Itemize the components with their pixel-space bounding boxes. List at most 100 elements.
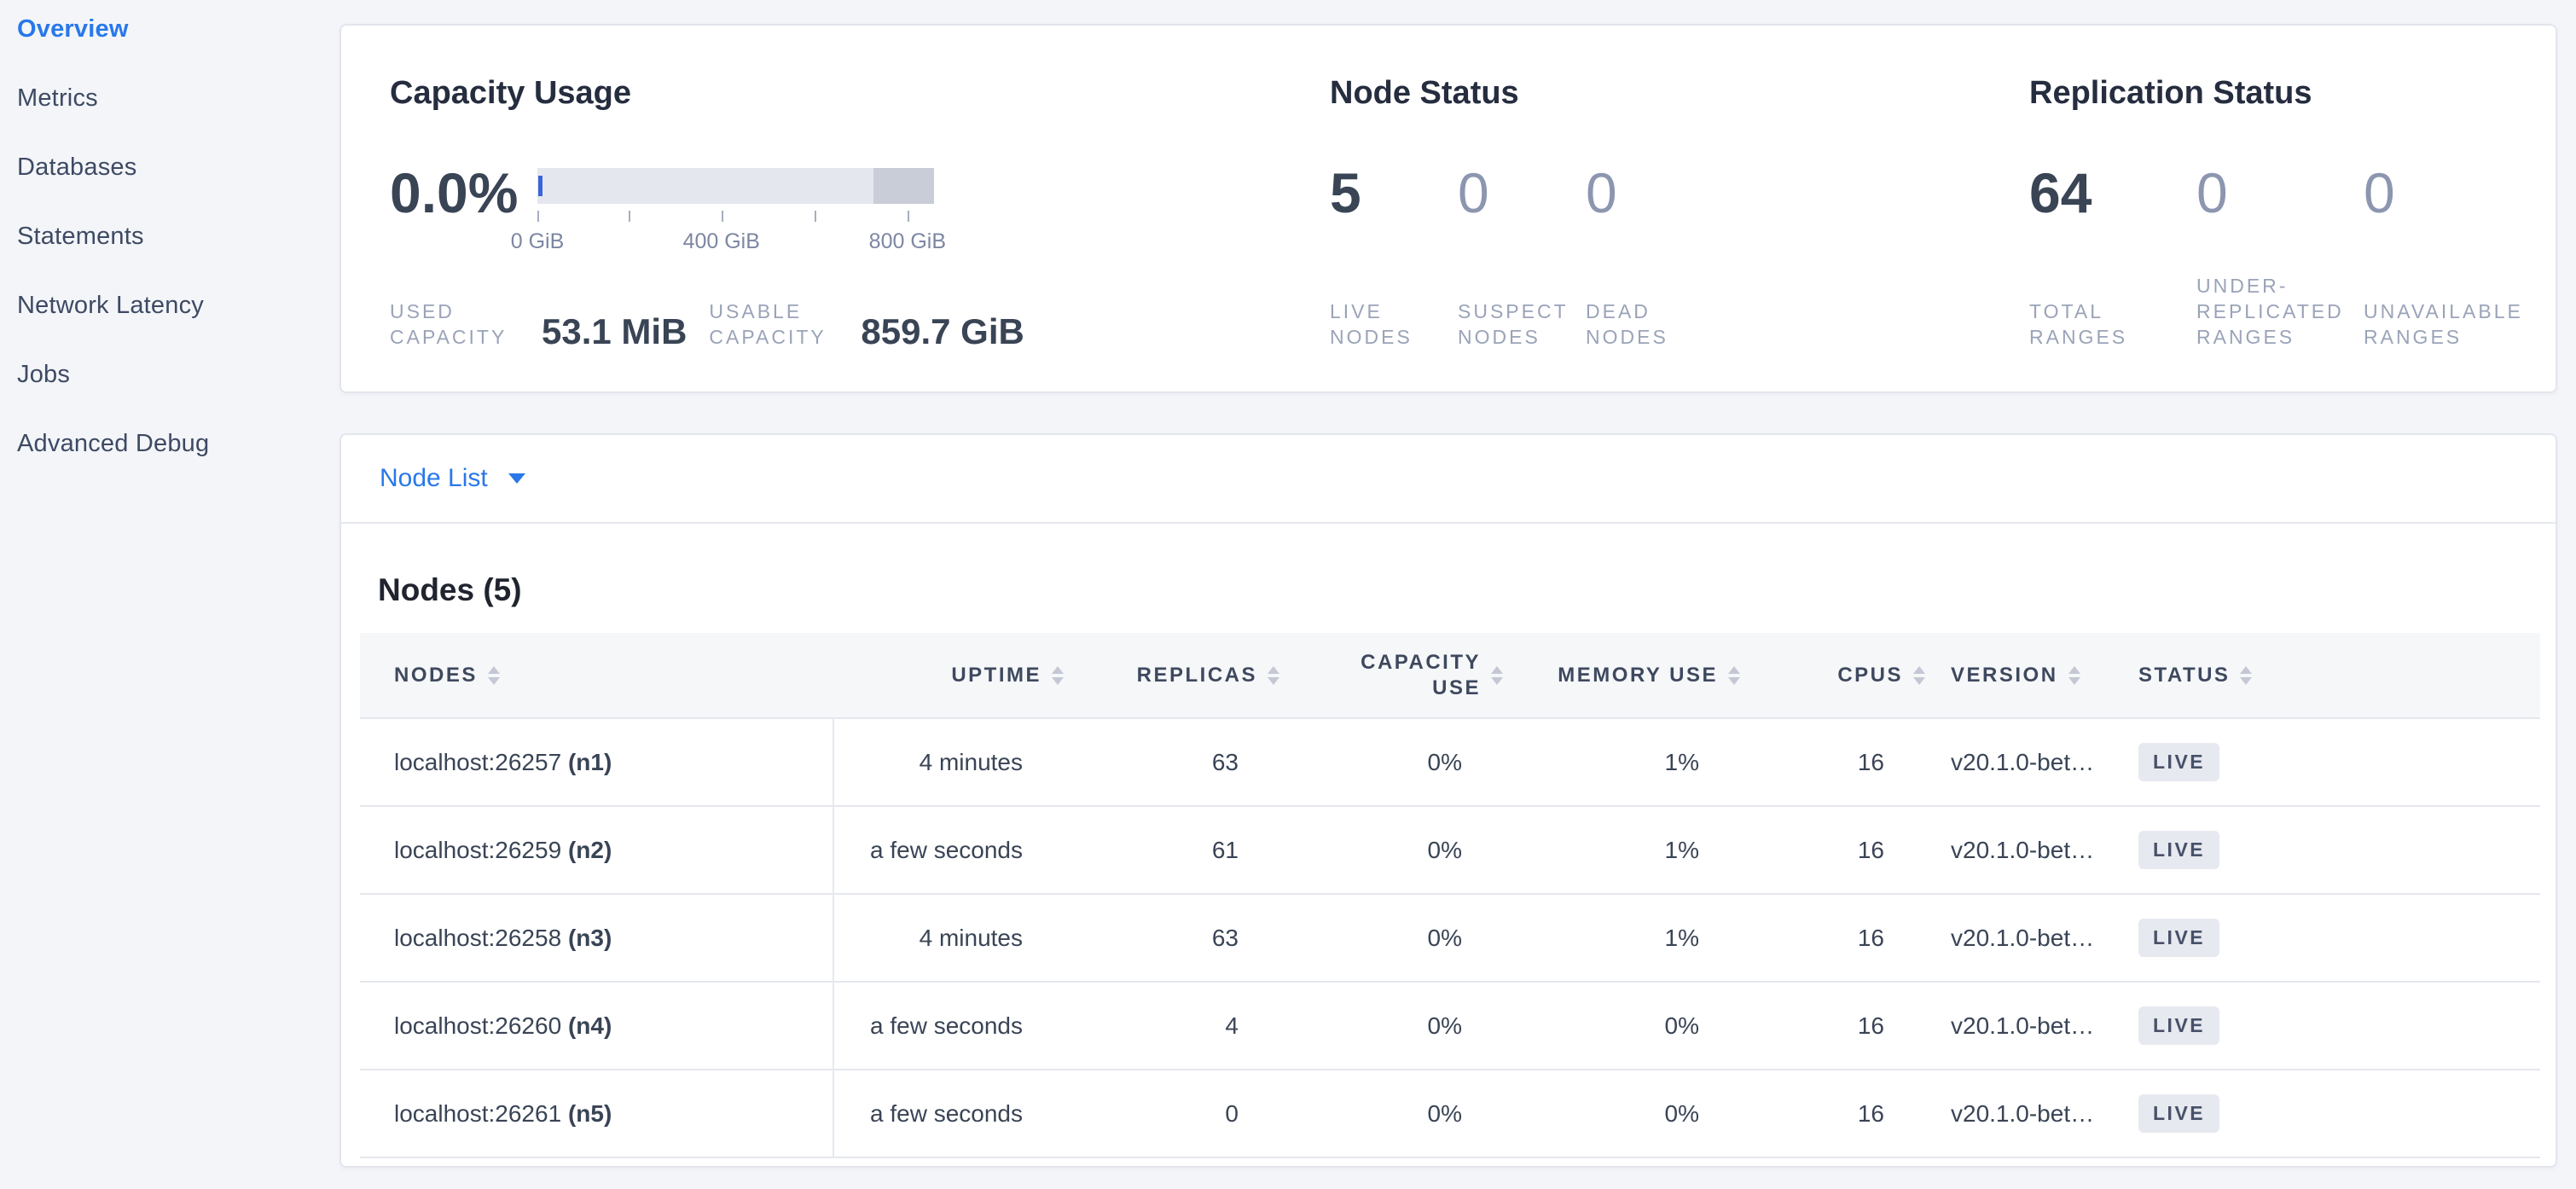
- sort-icon[interactable]: [1052, 665, 1064, 685]
- nodes-table: NODES UPTIME REPLICAS CAPACITY USE MEMOR…: [360, 633, 2540, 1158]
- table-row[interactable]: localhost:26259 (n2) a few seconds 61 0%…: [360, 806, 2540, 894]
- column-header-capacity-use[interactable]: CAPACITY USE: [1254, 633, 1503, 718]
- gauge-tick: [628, 211, 630, 222]
- capacity-usage-section: Capacity Usage 0.0% 0 GiB 400 GiB: [390, 26, 1330, 392]
- gauge-used-marker: [538, 176, 542, 196]
- sort-icon[interactable]: [1268, 665, 1279, 685]
- node-list-dropdown[interactable]: Node List: [380, 464, 525, 493]
- capacity-use-cell: 0%: [1427, 1099, 1462, 1127]
- gauge-tick-label: 0 GiB: [510, 229, 565, 253]
- node-address-cell[interactable]: localhost:26257 (n1): [360, 718, 834, 806]
- unavailable-ranges-stat: 0 UNAVAILABLE RANGES: [2364, 163, 2531, 350]
- column-header-version[interactable]: VERSION: [1900, 633, 2138, 718]
- node-address-cell[interactable]: localhost:26259 (n2): [360, 806, 834, 894]
- sort-icon[interactable]: [1913, 665, 1925, 685]
- under-replicated-ranges-stat: 0 UNDER-REPLICATED RANGES: [2196, 163, 2364, 350]
- column-header-nodes[interactable]: NODES: [360, 633, 833, 718]
- node-list-card: Node List Nodes (5) NODES UPTIME: [339, 433, 2557, 1168]
- capacity-use-cell: 0%: [1427, 924, 1462, 951]
- node-id: (n2): [567, 836, 612, 863]
- sort-icon[interactable]: [1728, 665, 1740, 685]
- node-address-cell[interactable]: localhost:26260 (n4): [360, 982, 834, 1070]
- column-header-memory-use[interactable]: MEMORY USE: [1477, 633, 1740, 718]
- cpus-cell: 16: [1857, 1012, 1884, 1039]
- cpus-cell: 16: [1857, 1099, 1884, 1127]
- node-list-view-bar: Node List: [341, 435, 2556, 524]
- version-cell: v20.1.0-bet…: [1951, 1099, 2095, 1127]
- table-row[interactable]: localhost:26260 (n4) a few seconds 4 0% …: [360, 982, 2540, 1070]
- sort-icon[interactable]: [2068, 665, 2080, 685]
- node-id: (n5): [567, 1099, 612, 1127]
- node-address: localhost:26261: [394, 1099, 562, 1127]
- sidebar-item-jobs[interactable]: Jobs: [17, 361, 71, 388]
- column-label: CPUS: [1837, 663, 1903, 687]
- sidebar-item-databases[interactable]: Databases: [17, 154, 137, 181]
- uptime-cell: 4 minutes: [919, 924, 1023, 951]
- uptime-cell: 4 minutes: [919, 748, 1023, 775]
- node-address: localhost:26257: [394, 748, 562, 775]
- memory-use-cell: 1%: [1664, 836, 1699, 863]
- sidebar-item-statements[interactable]: Statements: [17, 223, 144, 250]
- dead-nodes-stat: 0 DEAD NODES: [1586, 163, 1714, 350]
- uptime-cell: a few seconds: [870, 1012, 1023, 1039]
- replication-status-section: Replication Status 64 TOTAL RANGES 0 UND…: [2029, 26, 2556, 392]
- version-cell: v20.1.0-bet…: [1951, 1012, 2095, 1039]
- under-replicated-value: 0: [2196, 161, 2228, 224]
- replicas-cell: 61: [1211, 836, 1239, 863]
- capacity-usage-title: Capacity Usage: [390, 75, 632, 111]
- table-header-row: NODES UPTIME REPLICAS CAPACITY USE MEMOR…: [360, 633, 2540, 718]
- capacity-used-percent: 0.0%: [390, 161, 519, 224]
- sidebar: Overview Metrics Databases Statements Ne…: [0, 0, 337, 478]
- node-address: localhost:26258: [394, 924, 562, 951]
- status-cell: LIVE: [2138, 982, 2339, 1070]
- node-id: (n4): [567, 1012, 612, 1039]
- dead-nodes-value: 0: [1586, 161, 1617, 224]
- gauge-tick: [721, 211, 723, 222]
- gauge-tick: [815, 211, 817, 222]
- unavailable-ranges-label: UNAVAILABLE RANGES: [2364, 300, 2523, 348]
- main-content: Capacity Usage 0.0% 0 GiB 400 GiB: [339, 24, 2557, 1168]
- cluster-overview-card: Capacity Usage 0.0% 0 GiB 400 GiB: [339, 24, 2557, 393]
- sort-icon[interactable]: [1491, 665, 1503, 685]
- replicas-cell: 4: [1225, 1012, 1239, 1039]
- column-label: STATUS: [2138, 663, 2231, 687]
- capacity-use-cell: 0%: [1427, 836, 1462, 863]
- node-address: localhost:26259: [394, 836, 562, 863]
- sidebar-item-metrics[interactable]: Metrics: [17, 84, 98, 112]
- sidebar-item-overview[interactable]: Overview: [17, 15, 129, 43]
- status-cell: LIVE: [2138, 806, 2339, 894]
- table-row[interactable]: localhost:26258 (n3) 4 minutes 63 0% 1% …: [360, 894, 2540, 982]
- sort-icon[interactable]: [2240, 665, 2253, 685]
- column-label: UPTIME: [951, 663, 1041, 687]
- node-address-cell[interactable]: localhost:26261 (n5): [360, 1070, 834, 1157]
- memory-use-cell: 1%: [1664, 924, 1699, 951]
- version-cell: v20.1.0-bet…: [1951, 836, 2095, 863]
- replicas-cell: 0: [1225, 1099, 1239, 1127]
- under-replicated-label: UNDER-REPLICATED RANGES: [2196, 275, 2344, 348]
- node-list-dropdown-label: Node List: [380, 464, 488, 492]
- gauge-tick: [907, 211, 909, 222]
- used-capacity-label: USED CAPACITY: [390, 300, 508, 348]
- column-label: MEMORY USE: [1558, 663, 1718, 687]
- replicas-cell: 63: [1211, 748, 1239, 775]
- sidebar-item-advanced-debug[interactable]: Advanced Debug: [17, 430, 210, 457]
- uptime-cell: a few seconds: [870, 836, 1023, 863]
- suspect-nodes-label: SUSPECT NODES: [1458, 300, 1569, 348]
- status-badge: LIVE: [2138, 1094, 2220, 1133]
- column-header-status[interactable]: STATUS: [2138, 633, 2339, 718]
- live-nodes-value: 5: [1330, 161, 1361, 224]
- node-status-section: Node Status 5 LIVE NODES 0 SUSPECT NODES…: [1330, 26, 2029, 392]
- column-header-cpus[interactable]: CPUS: [1714, 633, 1925, 718]
- table-row[interactable]: localhost:26261 (n5) a few seconds 0 0% …: [360, 1070, 2540, 1157]
- status-cell: LIVE: [2138, 718, 2339, 806]
- node-id: (n1): [567, 748, 612, 775]
- column-header-replicas[interactable]: REPLICAS: [1038, 633, 1279, 718]
- table-row[interactable]: localhost:26257 (n1) 4 minutes 63 0% 1% …: [360, 718, 2540, 806]
- version-cell: v20.1.0-bet…: [1951, 748, 2095, 775]
- sort-icon[interactable]: [487, 665, 500, 685]
- sidebar-item-network-latency[interactable]: Network Latency: [17, 292, 204, 319]
- node-address-cell[interactable]: localhost:26258 (n3): [360, 894, 834, 982]
- status-cell: LIVE: [2138, 1070, 2339, 1157]
- column-header-uptime[interactable]: UPTIME: [833, 633, 1064, 718]
- gauge-track: [537, 168, 934, 204]
